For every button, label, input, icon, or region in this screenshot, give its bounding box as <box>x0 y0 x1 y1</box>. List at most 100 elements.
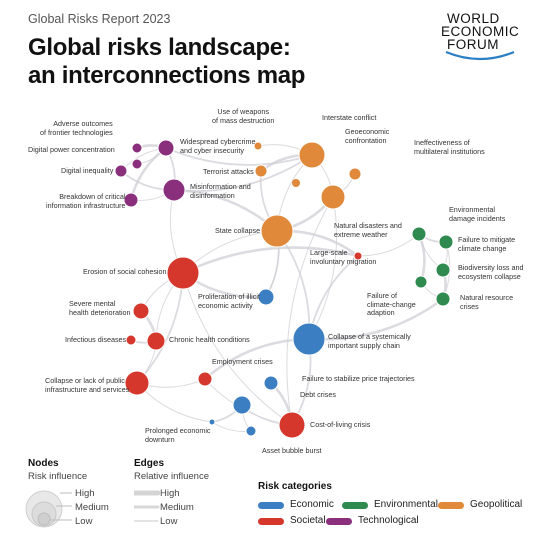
logo-line2: ECONOMIC <box>441 24 520 39</box>
legend-nodes-subtitle: Risk influence <box>28 471 88 482</box>
node-statecollapse <box>260 214 294 248</box>
node-cyber <box>157 139 175 157</box>
node-costliving <box>278 411 306 439</box>
label-migration: Large-scale involuntary migration <box>310 248 377 266</box>
legend-edges-title: Edges <box>134 458 165 469</box>
label-misinfo: Misinformation and disinformation <box>190 182 251 200</box>
node-migration <box>353 251 363 261</box>
edge-natres-supply <box>308 297 444 341</box>
label-ineffective: Ineffectiveness of multilateral institut… <box>414 138 485 156</box>
node-illicit <box>257 288 275 306</box>
label-natdis: Natural disasters and extreme weather <box>334 221 402 239</box>
node-wmd <box>253 141 263 151</box>
label-erosion: Erosion of social cohesion <box>83 267 167 276</box>
label-biodiv: Biodiversity loss and ecosystem collapse <box>458 263 524 281</box>
edge-geoeco-costliving <box>286 196 334 426</box>
label-failadapt: Failure of climate-change adaption <box>367 291 416 317</box>
swatch-environmental <box>342 502 368 509</box>
legend-edge-low: Low <box>160 516 178 527</box>
label-diginequal: Digital inequality <box>61 166 114 175</box>
node-biodiv <box>435 262 451 278</box>
node-downturn <box>208 418 216 426</box>
label-employment: Employment crises <box>212 357 273 366</box>
node-failadapt <box>414 275 428 289</box>
edge-breakdown-cyber <box>129 146 167 201</box>
edge-misinfo-interstate <box>173 154 313 192</box>
swatch-technological <box>326 518 352 525</box>
node-terrorist <box>254 164 268 178</box>
label-geoeco: Geoeconomic confrontation <box>345 127 390 145</box>
label-terrorist: Terrorist attacks <box>203 167 254 176</box>
swatch-geopolitical <box>438 502 464 509</box>
category-societal: Societal <box>290 515 326 526</box>
node-infectious <box>125 334 137 346</box>
legend-node-low: Low <box>75 516 93 527</box>
label-statecollapse: State collapse <box>215 226 261 235</box>
node-digpower <box>131 158 143 170</box>
logo-line3: FORUM <box>447 37 499 52</box>
edge-downturn-bubble <box>211 421 252 432</box>
node-geoeco <box>320 184 346 210</box>
node-envdamage <box>411 226 427 242</box>
node-interstate <box>298 141 326 169</box>
edge-erosion-migration <box>182 246 359 275</box>
node-erosion <box>166 256 200 290</box>
page-title-line2: an interconnections map <box>28 62 306 89</box>
label-debt: Debt crises <box>300 390 336 399</box>
logo-arc-icon <box>445 50 515 61</box>
legend-categories-title: Risk categories <box>258 481 332 492</box>
label-envdamage: Environmental damage incidents <box>449 205 506 223</box>
legend-nodes-title: Nodes <box>28 458 59 469</box>
page-title-line1: Global risks landscape: <box>28 34 291 61</box>
node-chronic <box>146 331 166 351</box>
label-breakdown: Breakdown of critical information infras… <box>46 192 126 210</box>
category-technological: Technological <box>358 515 419 526</box>
label-costliving: Cost-of-living crisis <box>310 420 371 429</box>
nodes-layer <box>114 139 454 439</box>
legend-node-medium: Medium <box>75 502 109 513</box>
label-interstate: Interstate conflict <box>322 113 377 122</box>
legend-edge-lines-icon <box>134 490 160 522</box>
swatch-economic <box>258 502 284 509</box>
label-digpower: Digital power concentration <box>28 145 115 154</box>
node-infra <box>124 370 150 396</box>
label-failmitigate: Failure to mitigate climate change <box>458 235 516 253</box>
node-debt <box>232 395 252 415</box>
label-supply: Collapse of a systemically important sup… <box>328 332 411 350</box>
label-infra: Collapse or lack of public infrastructur… <box>45 376 130 394</box>
label-prices: Failure to stabilize price trajectories <box>302 374 415 383</box>
node-breakdown <box>123 192 139 208</box>
label-bubble: Asset bubble burst <box>262 446 322 455</box>
node-adverse <box>131 142 143 154</box>
swatch-societal <box>258 518 284 525</box>
node-bubble <box>245 425 257 437</box>
node-natres <box>435 291 451 307</box>
category-geopolitical: Geopolitical <box>470 499 523 510</box>
node-diginequal <box>114 164 128 178</box>
legend-edge-medium: Medium <box>160 502 194 513</box>
edge-cyber-interstate <box>165 147 313 166</box>
category-environmental: Environmental <box>374 499 438 510</box>
legend-node-circles-icon <box>25 490 72 528</box>
label-natres: Natural resource crises <box>460 293 514 311</box>
legend-node-high: High <box>75 488 95 499</box>
label-mental: Severe mental health deterioration <box>69 299 131 317</box>
label-illicit: Proliferation of illicit economic activi… <box>198 292 260 310</box>
legend-edge-high: High <box>160 488 180 499</box>
edge-erosion-costliving <box>182 272 293 426</box>
label-chronic: Chronic health conditions <box>169 335 250 344</box>
label-infectious: Infectious diseases <box>65 335 127 344</box>
node-failmitigate <box>438 234 454 250</box>
logo-line1: WORLD <box>447 11 500 26</box>
label-adverse: Adverse outcomes of frontier technologie… <box>40 119 113 137</box>
label-downturn: Prolonged economic downturn <box>145 426 211 444</box>
label-cyber: Widespread cybercrime and cyber insecuri… <box>180 137 256 155</box>
edge-geoeco-supply <box>308 196 338 340</box>
node-mental <box>132 302 150 320</box>
node-misinfo <box>162 178 186 202</box>
node-prices <box>263 375 279 391</box>
edge-infra-downturn <box>136 382 213 423</box>
category-economic: Economic <box>290 499 334 510</box>
report-name: Global Risks Report 2023 <box>28 12 171 26</box>
